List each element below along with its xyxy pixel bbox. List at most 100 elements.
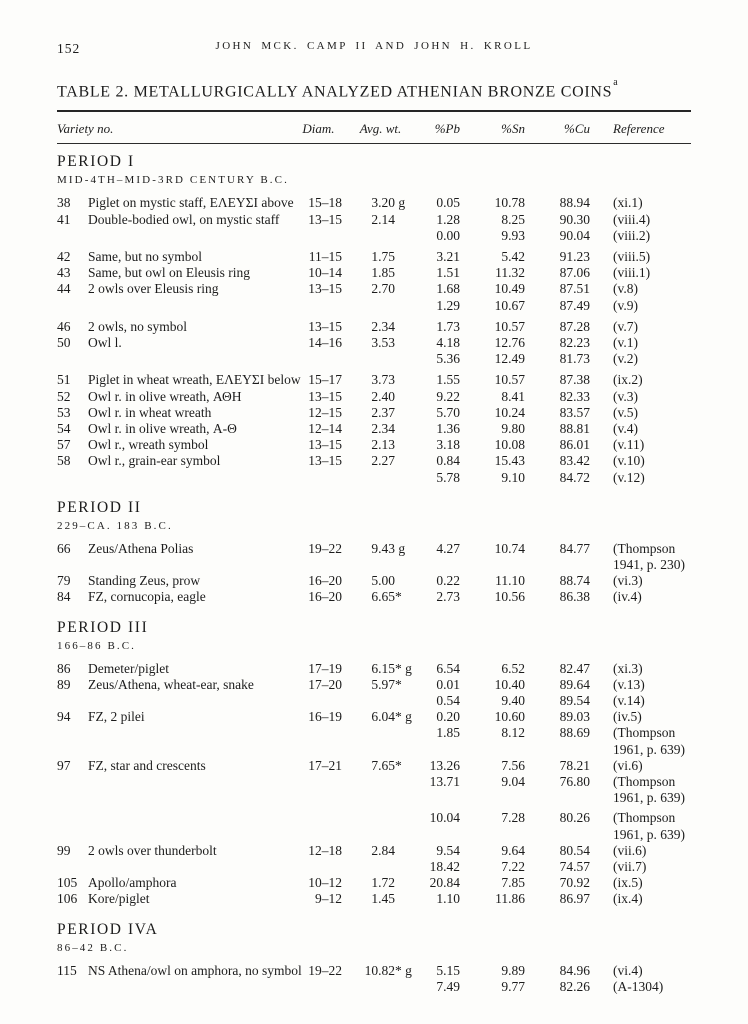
period-heading: PERIOD I [57, 153, 135, 171]
coin-description: FZ, cornucopia, eagle [88, 589, 206, 605]
avg-weight: 7.65 [371, 757, 395, 773]
coin-description: Apollo/amphora [88, 875, 177, 891]
analysis-line: 10.04 7.28 80.26 (Thompson 1961, p. 639) [57, 810, 691, 842]
pb-value: 6.54 [436, 660, 460, 676]
sn-value: 8.12 [501, 725, 525, 741]
period-section: PERIOD IVA 86–42 B.C. 115 NS Athena/owl on … [57, 920, 691, 995]
coin-row: 51 Piglet in wheat wreath, ΕΛΕΥΣΙ below 15… [57, 372, 691, 388]
coin-row: 105 Apollo/amphora 10–12 1.72 20.84 7.85 70.92… [57, 875, 691, 891]
sn-value: 10.40 [494, 676, 525, 692]
avg-weight: 1.75 [371, 248, 395, 264]
sn-value: 12.76 [494, 334, 525, 350]
footnote-marker: a [613, 77, 619, 88]
coin-description: Standing Zeus, prow [88, 573, 201, 589]
running-head: JOHN MCK. CAMP II AND JOHN H. KROLL [215, 40, 533, 52]
coin-row: 53 Owl r. in wheat wreath 12–15 2.37 5.70 10.… [57, 405, 691, 421]
coin-row: 43 Same, but owl on Eleusis ring 10–14 1.85… [57, 265, 691, 281]
sn-value: 7.85 [501, 875, 525, 891]
diameter-range: 17–19 [308, 660, 342, 676]
coin-description: 2 owls over Eleusis ring [88, 281, 219, 297]
sn-value: 9.10 [501, 469, 525, 485]
diameter-range [295, 470, 342, 486]
avg-weight: 2.37 [371, 404, 395, 420]
variety-no: 51 [57, 372, 71, 388]
cu-value: 74.57 [559, 859, 590, 875]
sn-value: 10.67 [494, 297, 525, 313]
coin-row: 86 Demeter/piglet 17–19 6.15 * g 6.54 6.52 82.4… [57, 661, 691, 677]
reference: (v.3) [613, 388, 638, 404]
reference: (vi.3) [613, 573, 643, 589]
avg-weight [342, 725, 395, 757]
avg-weight-suffix [395, 281, 419, 297]
avg-weight-suffix: g [395, 540, 406, 556]
variety-no: 41 [57, 211, 71, 227]
coin-description: NS Athena/owl on amphora, no symbol [88, 962, 302, 978]
reference: (v.14) [613, 693, 645, 708]
variety-no [57, 351, 88, 367]
avg-weight: 2.84 [371, 842, 395, 858]
sn-value: 10.74 [494, 540, 525, 556]
variety-no: 66 [57, 540, 71, 556]
coin-row: 89 Zeus/Athena, wheat-ear, snake 17–20 5.97… [57, 677, 691, 693]
period-date-range: 166–86 B.C. [57, 639, 137, 652]
pb-value: 13.26 [429, 757, 460, 773]
diameter-range: 17–20 [308, 676, 342, 692]
pb-value: 5.36 [436, 351, 460, 367]
variety-no: 50 [57, 334, 71, 350]
coin-row: 94 FZ, 2 pilei 16–19 6.04 * g 0.20 10.60 89.03 (… [57, 709, 691, 725]
coin-row: 54 Owl r. in olive wreath, Α-Θ 12–14 2.34 1.… [57, 421, 691, 437]
sn-value: 5.42 [501, 248, 525, 264]
cu-value: 89.03 [559, 709, 590, 725]
sn-value: 10.57 [494, 318, 525, 334]
sn-value: 7.56 [501, 757, 525, 773]
reference: (viii.5) [613, 248, 651, 264]
diameter-range [295, 298, 342, 314]
coin-description: Owl r., grain-ear symbol [88, 453, 221, 469]
coin-row: 57 Owl r., wreath symbol 13–15 2.13 3.18 10.0… [57, 437, 691, 453]
pb-value: 5.78 [436, 469, 460, 485]
pb-value: 2.73 [436, 589, 460, 605]
avg-weight [342, 228, 395, 244]
variety-no [57, 810, 88, 842]
avg-weight-suffix [395, 979, 419, 995]
coin-row: 42 Same, but no symbol 11–15 1.75 3.21 5.42 91… [57, 249, 691, 265]
pb-value: 18.42 [429, 859, 460, 875]
cu-value: 88.69 [559, 725, 590, 741]
analysis-line: 0.54 9.40 89.54 (v.14) [57, 693, 691, 709]
coin-description [88, 693, 295, 709]
avg-weight-suffix [395, 810, 419, 842]
coin-description [88, 810, 295, 842]
diameter-range: 15–18 [308, 195, 342, 211]
cu-value: 84.72 [559, 469, 590, 485]
avg-weight-suffix [395, 351, 419, 367]
variety-no: 115 [57, 962, 77, 978]
variety-no [57, 298, 88, 314]
sn-value: 15.43 [494, 453, 525, 469]
sn-value: 10.56 [494, 589, 525, 605]
coin-row: 84 FZ, cornucopia, eagle 16–20 6.65 * 2.73 10.… [57, 589, 691, 605]
avg-weight: 1.45 [371, 891, 395, 907]
pb-value: 1.55 [436, 372, 460, 388]
avg-weight-suffix: * [395, 757, 402, 773]
coin-description [88, 859, 295, 875]
reference: (Thompson 1961, p. 639) [613, 774, 685, 806]
avg-weight [342, 979, 395, 995]
avg-weight-suffix [395, 228, 419, 244]
pb-value: 10.04 [429, 810, 460, 826]
cu-value: 86.01 [559, 437, 590, 453]
coin-row: 52 Owl r. in olive wreath, ΑΘΗ 13–15 2.40 9.… [57, 389, 691, 405]
reference: (viii.1) [613, 265, 651, 281]
reference: (v.2) [613, 351, 638, 367]
reference: (Thompson 1961, p. 639) [613, 810, 685, 842]
variety-no: 42 [57, 248, 71, 264]
cu-value: 89.64 [559, 676, 590, 692]
cu-value: 87.06 [559, 265, 590, 281]
sn-value: 9.77 [501, 978, 525, 994]
coin-row: 106 Kore/piglet 9–12 1.45 1.10 11.86 86.97 (ix.… [57, 891, 691, 907]
pb-value: 1.28 [436, 211, 460, 227]
variety-no: 97 [57, 757, 71, 773]
pb-value: 1.51 [436, 265, 460, 281]
sn-value: 10.24 [494, 404, 525, 420]
column-header-sn: %Sn [501, 121, 525, 137]
column-header-cu: %Cu [564, 121, 590, 137]
